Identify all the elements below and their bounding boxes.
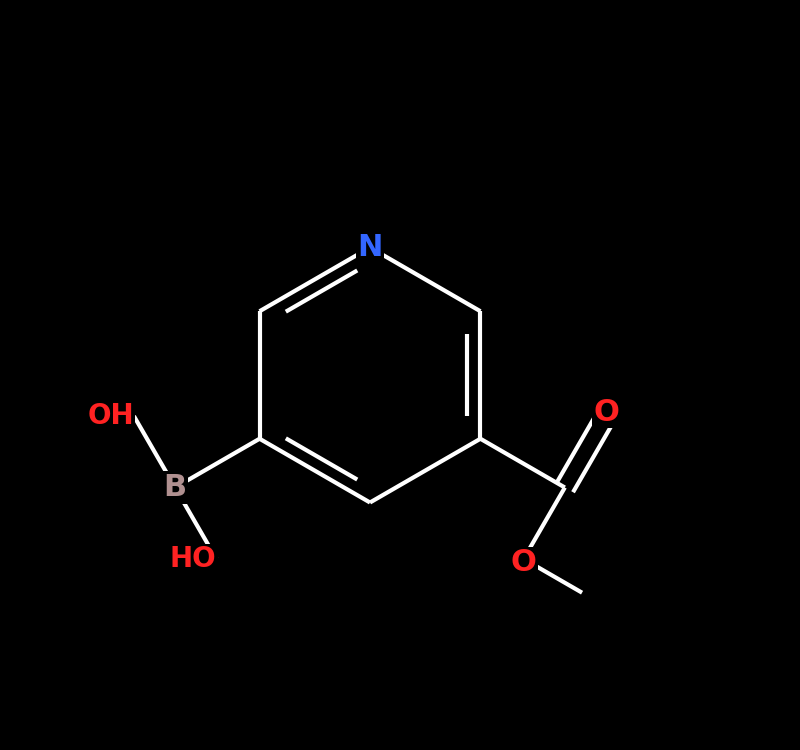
Text: O: O: [510, 548, 537, 578]
Text: HO: HO: [170, 545, 216, 573]
Text: OH: OH: [87, 402, 134, 430]
Text: N: N: [358, 233, 382, 262]
Text: B: B: [163, 473, 186, 502]
Text: O: O: [593, 398, 619, 427]
